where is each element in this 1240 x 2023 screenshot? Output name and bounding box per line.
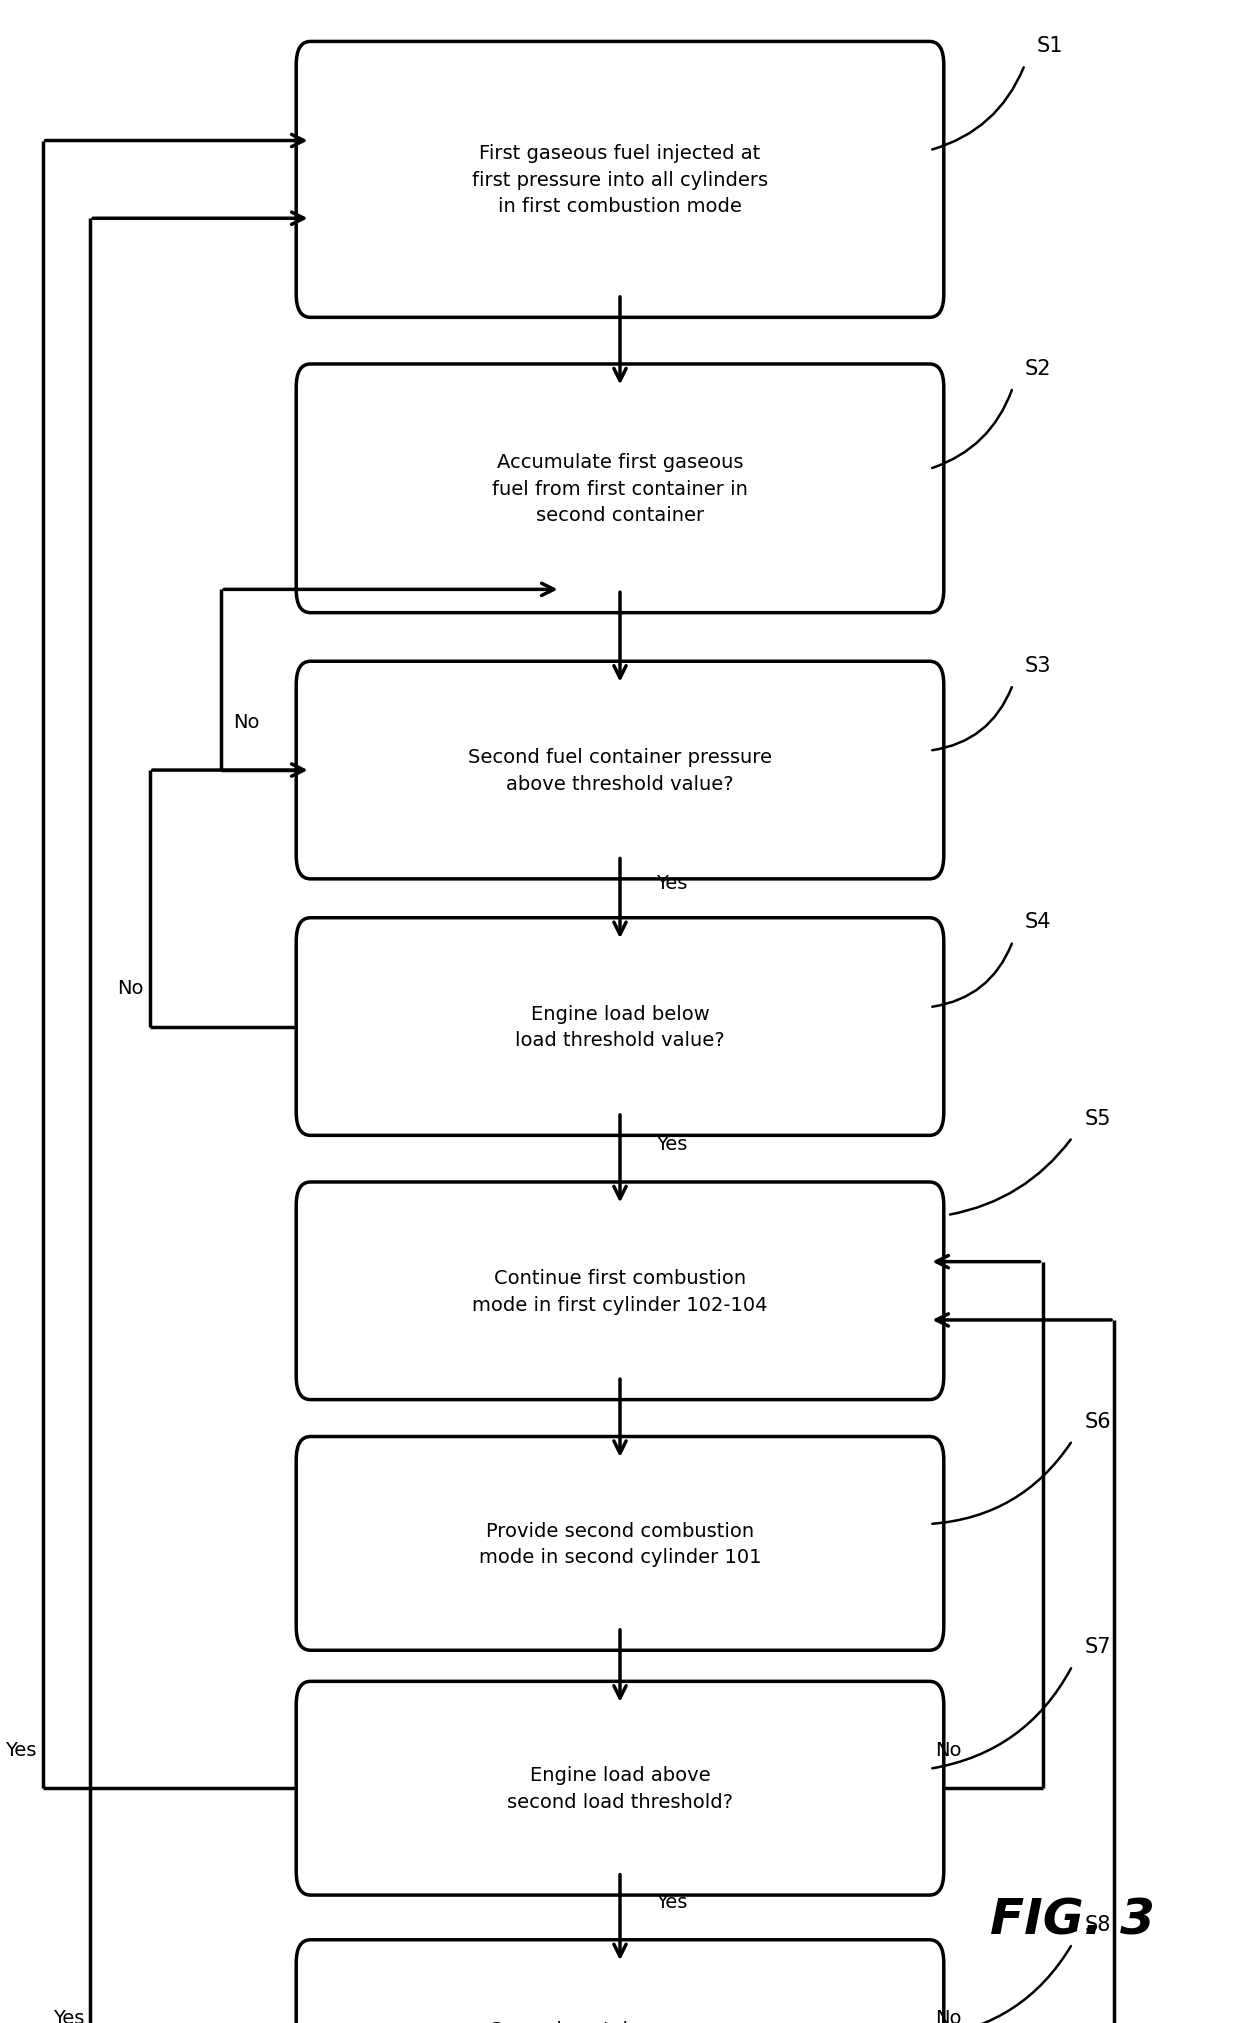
Text: FIG. 3: FIG. 3 <box>990 1896 1154 1944</box>
Text: No: No <box>935 2009 962 2023</box>
FancyBboxPatch shape <box>296 1940 944 2023</box>
Text: S5: S5 <box>1084 1109 1111 1129</box>
Text: Engine load below
load threshold value?: Engine load below load threshold value? <box>515 1003 725 1050</box>
Text: S6: S6 <box>1084 1410 1111 1430</box>
Text: Yes: Yes <box>656 1135 687 1153</box>
FancyBboxPatch shape <box>296 364 944 613</box>
Text: Yes: Yes <box>53 2009 84 2023</box>
Text: Yes: Yes <box>5 1740 37 1758</box>
Text: S1: S1 <box>1037 36 1063 57</box>
Text: S4: S4 <box>1024 912 1052 933</box>
FancyBboxPatch shape <box>296 42 944 318</box>
FancyBboxPatch shape <box>296 918 944 1135</box>
Text: Provide second combustion
mode in second cylinder 101: Provide second combustion mode in second… <box>479 1521 761 1566</box>
Text: No: No <box>118 979 144 997</box>
Text: S8: S8 <box>1084 1914 1111 1934</box>
FancyBboxPatch shape <box>296 662 944 880</box>
Text: S2: S2 <box>1024 358 1052 378</box>
Text: Yes: Yes <box>656 1892 687 1912</box>
Text: Yes: Yes <box>656 874 687 892</box>
Text: S7: S7 <box>1084 1637 1111 1657</box>
Text: Second container pressure
below second pressure
threshold value?: Second container pressure below second p… <box>490 2021 750 2023</box>
Text: No: No <box>233 712 259 732</box>
Text: Second fuel container pressure
above threshold value?: Second fuel container pressure above thr… <box>467 749 773 793</box>
Text: No: No <box>935 1740 962 1758</box>
Text: First gaseous fuel injected at
first pressure into all cylinders
in first combus: First gaseous fuel injected at first pre… <box>472 144 768 216</box>
Text: Continue first combustion
mode in first cylinder 102-104: Continue first combustion mode in first … <box>472 1268 768 1313</box>
FancyBboxPatch shape <box>296 1681 944 1896</box>
FancyBboxPatch shape <box>296 1436 944 1651</box>
Text: S3: S3 <box>1024 655 1052 676</box>
Text: Engine load above
second load threshold?: Engine load above second load threshold? <box>507 1766 733 1811</box>
Text: Accumulate first gaseous
fuel from first container in
second container: Accumulate first gaseous fuel from first… <box>492 453 748 526</box>
FancyBboxPatch shape <box>296 1181 944 1400</box>
